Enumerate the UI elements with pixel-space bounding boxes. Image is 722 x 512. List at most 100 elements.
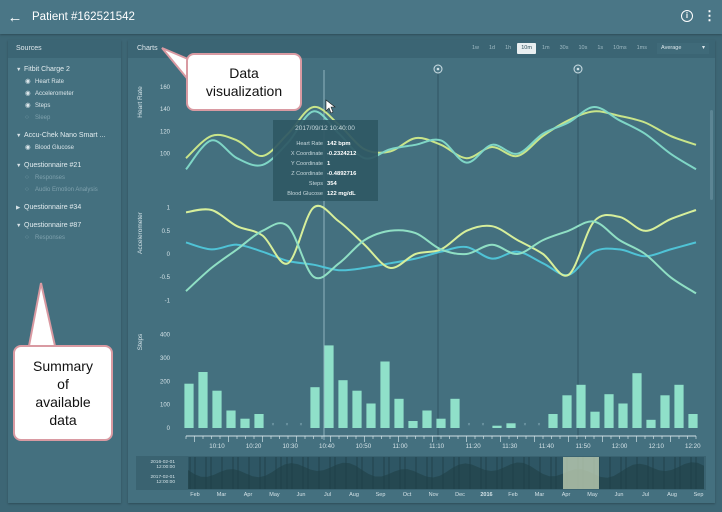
scrollbar[interactable] [710, 110, 713, 200]
steps-bar[interactable] [380, 361, 390, 429]
steps-bar[interactable] [310, 387, 320, 428]
overview-month-label: Aug [349, 492, 359, 498]
tooltip-value: 1 [327, 161, 331, 167]
range-option-1ms[interactable]: 1ms [636, 45, 647, 51]
steps-bar[interactable] [212, 390, 222, 428]
source-channel[interactable]: ◉ Heart Rate [8, 76, 121, 88]
range-option-1d[interactable]: 1d [489, 45, 496, 51]
source-channel-label: Responses [35, 175, 66, 181]
steps-bar[interactable] [198, 372, 208, 428]
eye-off-icon[interactable]: ○ [25, 174, 29, 181]
caret-down-icon[interactable]: ▼ [16, 163, 22, 169]
source-channel-label: Steps [35, 103, 51, 109]
steps-bar[interactable] [324, 345, 334, 428]
steps-bar[interactable] [548, 414, 558, 428]
tooltip-label: Heart Rate [296, 141, 323, 147]
source-channel[interactable]: ○ Sleep [8, 112, 121, 124]
source-channel[interactable]: ○ Responses [8, 172, 121, 184]
steps-bar[interactable] [632, 373, 642, 428]
range-option-1h[interactable]: 1h [505, 45, 512, 51]
steps-bar[interactable] [422, 410, 432, 429]
source-channel-label: Responses [35, 235, 66, 241]
aggregation-select[interactable]: Average ▾ [657, 43, 709, 54]
eye-icon[interactable]: ◉ [25, 90, 31, 97]
source-group: ▼ Fitbit Charge 2 ◉ Heart Rate ◉ Acceleromete… [8, 63, 121, 124]
overview-month-label: May [587, 492, 598, 498]
event-marker-dot [436, 67, 440, 71]
caret-down-icon[interactable]: ▼ [16, 223, 22, 229]
series-line[interactable] [185, 220, 697, 295]
series-line[interactable] [185, 241, 697, 277]
source-channel[interactable]: ◉ Accelerometer [8, 88, 121, 100]
back-arrow-icon[interactable]: ← [7, 8, 23, 26]
steps-bar[interactable] [674, 384, 684, 428]
tooltip-label: Y Coordinate [291, 161, 323, 167]
range-option-1w[interactable]: 1w [471, 45, 479, 51]
source-channel[interactable]: ○ Audio Emotion Analysis [8, 184, 121, 196]
caret-right-icon[interactable]: ▶ [16, 205, 21, 211]
caret-down-icon[interactable]: ▼ [16, 67, 22, 73]
eye-icon[interactable]: ◉ [25, 102, 31, 109]
eye-off-icon[interactable]: ○ [25, 234, 29, 241]
eye-icon[interactable]: ◉ [25, 144, 31, 151]
steps-bar[interactable] [254, 414, 264, 428]
steps-bar[interactable] [394, 398, 404, 428]
steps-bar[interactable] [688, 414, 698, 428]
tooltip-value: 142 bpm [327, 141, 351, 147]
source-channel[interactable]: ◉ Blood Glucose [8, 142, 121, 154]
source-channel[interactable]: ○ Responses [8, 232, 121, 244]
steps-bar[interactable] [352, 390, 362, 428]
steps-bar[interactable] [646, 419, 656, 428]
steps-bar[interactable] [338, 380, 348, 428]
range-option-1s[interactable]: 1s [597, 45, 604, 51]
no-data-mark: × [286, 422, 289, 428]
steps-bar[interactable] [492, 425, 502, 428]
source-title[interactable]: ▼ Questionnaire #87 [8, 219, 121, 232]
steps-bar[interactable] [590, 411, 600, 428]
chart-y-axis-label: Heart Rate [137, 86, 144, 118]
tooltip-label: Blood Glucose [287, 191, 323, 197]
steps-bar[interactable] [408, 421, 418, 428]
caret-down-icon[interactable]: ▼ [16, 133, 22, 139]
source-title[interactable]: ▼ Fitbit Charge 2 [8, 63, 121, 76]
no-data-mark: × [272, 422, 275, 428]
range-option-10ms[interactable]: 10ms [613, 45, 627, 51]
range-option-30s[interactable]: 30s [559, 45, 569, 51]
more-vert-icon[interactable]: ⋮ [703, 8, 716, 23]
steps-bar[interactable] [506, 423, 516, 428]
series-line[interactable] [185, 105, 697, 171]
steps-bar[interactable] [366, 403, 376, 429]
steps-bar[interactable] [604, 394, 614, 428]
y-tick-label: 120 [160, 129, 171, 135]
range-option-1m[interactable]: 1m [541, 45, 550, 51]
x-tick-label: 10:30 [282, 443, 298, 450]
steps-bar[interactable] [562, 395, 572, 428]
steps-bar[interactable] [436, 418, 446, 428]
source-title[interactable]: ▼ Questionnaire #21 [8, 159, 121, 172]
series-line[interactable] [185, 105, 697, 160]
steps-bar[interactable] [618, 403, 628, 429]
range-option-10s[interactable]: 10s [578, 45, 588, 51]
steps-bar[interactable] [450, 398, 460, 428]
eye-off-icon[interactable]: ○ [25, 114, 29, 121]
source-title[interactable]: ▶ Questionnaire #34 [8, 201, 121, 214]
eye-off-icon[interactable]: ○ [25, 186, 29, 193]
steps-bar[interactable] [184, 383, 194, 428]
range-option-10m[interactable]: 10m [517, 43, 536, 54]
steps-bar[interactable] [576, 384, 586, 428]
steps-bar[interactable] [660, 395, 670, 428]
source-title[interactable]: ▼ Accu-Chek Nano Smart ... [8, 129, 121, 142]
eye-icon[interactable]: ◉ [25, 78, 31, 85]
no-data-mark: × [482, 422, 485, 428]
overview-month-label: Dec [455, 492, 465, 498]
event-marker-dot [576, 67, 580, 71]
steps-bar[interactable] [240, 418, 250, 428]
source-channel[interactable]: ◉ Steps [8, 100, 121, 112]
overview-month-label: Mar [535, 492, 545, 498]
steps-bar[interactable] [226, 410, 236, 429]
x-tick-label: 10:40 [319, 443, 335, 450]
x-tick-label: 11:00 [392, 443, 408, 450]
info-icon[interactable]: i [681, 9, 693, 22]
overview-selection-window[interactable] [563, 457, 599, 489]
